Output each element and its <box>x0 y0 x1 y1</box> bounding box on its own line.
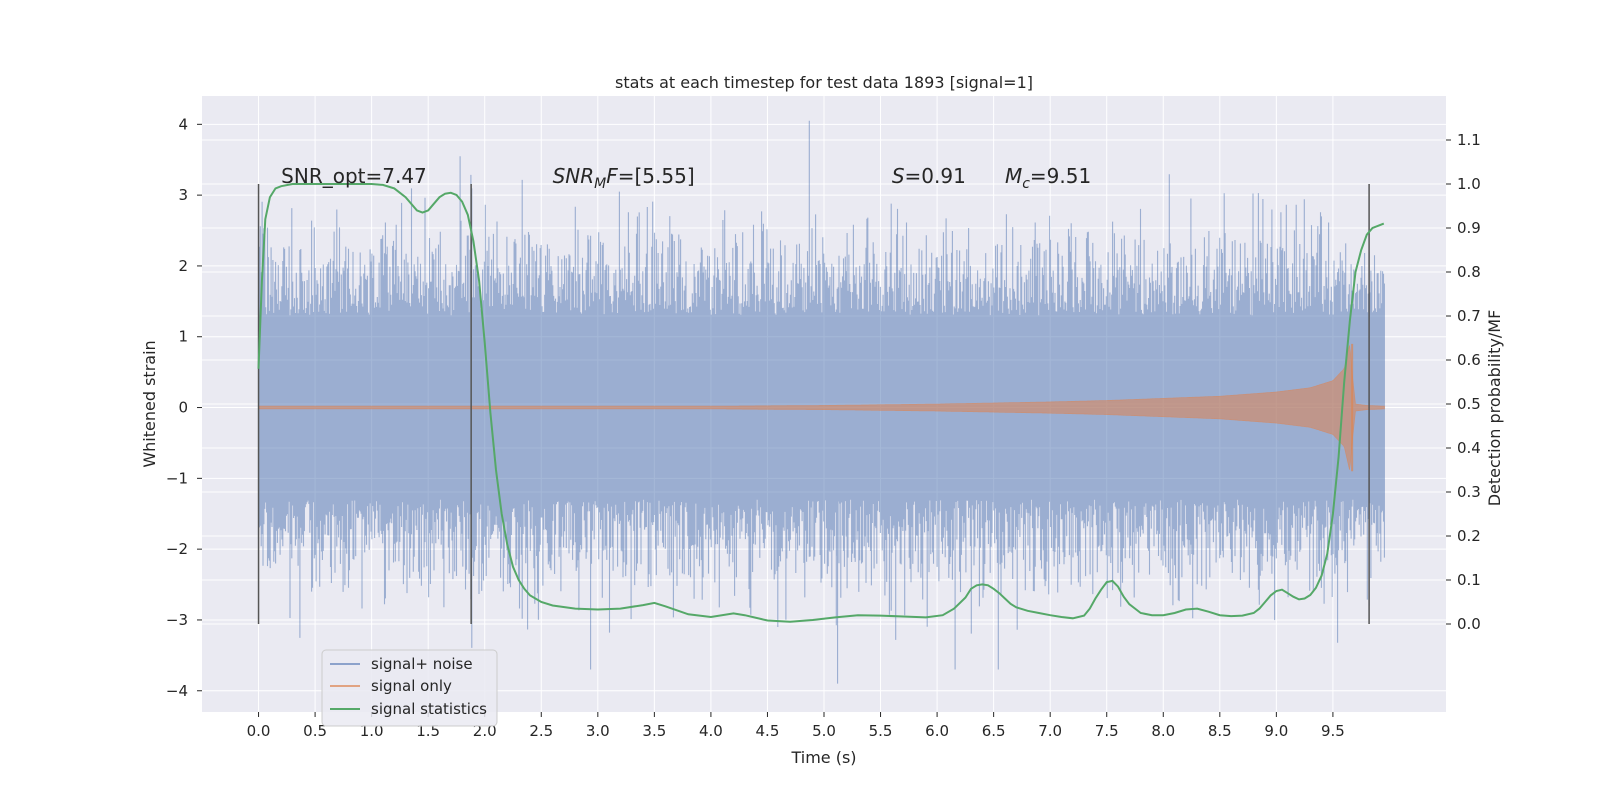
x-tick-label: 6.0 <box>925 722 949 740</box>
y-axis-label: Whitened strain <box>140 340 159 467</box>
y2-tick-label: 0.1 <box>1457 571 1481 589</box>
x-tick-label: 6.5 <box>982 722 1006 740</box>
legend-label-signal: signal only <box>371 677 452 695</box>
x-tick-label: 3.5 <box>642 722 666 740</box>
legend-label-statistics: signal statistics <box>371 700 487 718</box>
y2-axis-label: Detection probability/MF <box>1485 310 1504 507</box>
x-tick-label: 4.5 <box>756 722 780 740</box>
x-tick-label: 2.5 <box>529 722 553 740</box>
signal-envelope <box>258 345 1385 470</box>
y-tick-label: 1 <box>178 328 188 346</box>
y2-axis-ticks: 1.1 1.0 0.9 0.8 0.7 0.6 0.5 0.4 0.3 0.2 0.1 0.0 <box>1446 131 1481 633</box>
x-tick-label: 8.5 <box>1208 722 1232 740</box>
vertical-markers <box>257 184 1370 624</box>
statistics-line <box>257 183 1385 623</box>
legend-label-noise: signal+ noise <box>371 655 473 673</box>
x-tick-label: 4.0 <box>699 722 723 740</box>
annotations: SNR_opt=7.47 SNRMF=[5.55] S=0.91 Mc=9.51 <box>281 164 1091 192</box>
x-axis-ticks: 0.0 0.5 1.0 1.5 2.0 2.5 3.0 3.5 4.0 4.5 5.0 5.5 6.0 6… <box>247 712 1345 740</box>
annotation: SNR_opt=7.47 <box>281 164 427 188</box>
x-tick-label: 7.5 <box>1095 722 1119 740</box>
y-tick-label: −2 <box>166 540 188 558</box>
y-tick-label: −3 <box>166 611 188 629</box>
y-axis-ticks: 4 3 2 1 0 −1 −2 −3 −4 <box>166 115 202 700</box>
y2-tick-label: 0.2 <box>1457 527 1481 545</box>
y-tick-label: −1 <box>166 469 188 487</box>
y-tick-label: −4 <box>166 682 188 700</box>
y2-tick-label: 0.3 <box>1457 483 1481 501</box>
annotation: SNRMF=[5.55] <box>553 164 695 192</box>
y2-tick-label: 0.0 <box>1457 615 1481 633</box>
x-tick-label: 9.5 <box>1321 722 1345 740</box>
x-tick-label: 5.5 <box>869 722 893 740</box>
y-tick-label: 2 <box>178 257 188 275</box>
annotation: Mc=9.51 <box>1005 164 1091 192</box>
y2-tick-label: 0.5 <box>1457 395 1481 413</box>
y2-tick-label: 0.4 <box>1457 439 1481 457</box>
x-tick-label: 9.0 <box>1264 722 1288 740</box>
y2-tick-label: 0.7 <box>1457 307 1481 325</box>
y2-tick-label: 1.0 <box>1457 175 1481 193</box>
series-signal-only <box>258 343 1385 472</box>
y-tick-label: 3 <box>178 186 188 204</box>
x-tick-label: 3.0 <box>586 722 610 740</box>
legend: signal+ noise signal only signal statist… <box>321 649 498 727</box>
y-tick-label: 0 <box>178 399 188 417</box>
legend-box <box>321 649 498 727</box>
y2-tick-label: 0.6 <box>1457 351 1481 369</box>
x-tick-label: 7.0 <box>1038 722 1062 740</box>
x-tick-label: 0.0 <box>247 722 271 740</box>
annotation: S=0.91 <box>892 164 966 188</box>
y2-tick-label: 1.1 <box>1457 131 1481 149</box>
y2-tick-label: 0.9 <box>1457 219 1481 237</box>
x-tick-label: 8.0 <box>1151 722 1175 740</box>
x-tick-label: 0.5 <box>303 722 327 740</box>
chart-title: stats at each timestep for test data 189… <box>615 73 1033 92</box>
y2-tick-label: 0.8 <box>1457 263 1481 281</box>
y-tick-label: 4 <box>178 115 188 133</box>
x-tick-label: 5.0 <box>812 722 836 740</box>
x-axis-label: Time (s) <box>790 748 856 767</box>
series-signal-statistics <box>257 183 1385 623</box>
